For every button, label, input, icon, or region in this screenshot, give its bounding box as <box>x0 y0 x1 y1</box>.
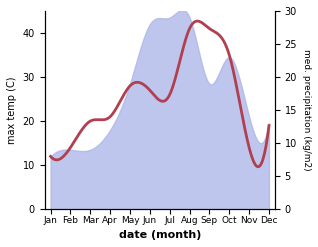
Y-axis label: med. precipitation (kg/m2): med. precipitation (kg/m2) <box>302 49 311 171</box>
Y-axis label: max temp (C): max temp (C) <box>7 76 17 144</box>
X-axis label: date (month): date (month) <box>119 230 201 240</box>
